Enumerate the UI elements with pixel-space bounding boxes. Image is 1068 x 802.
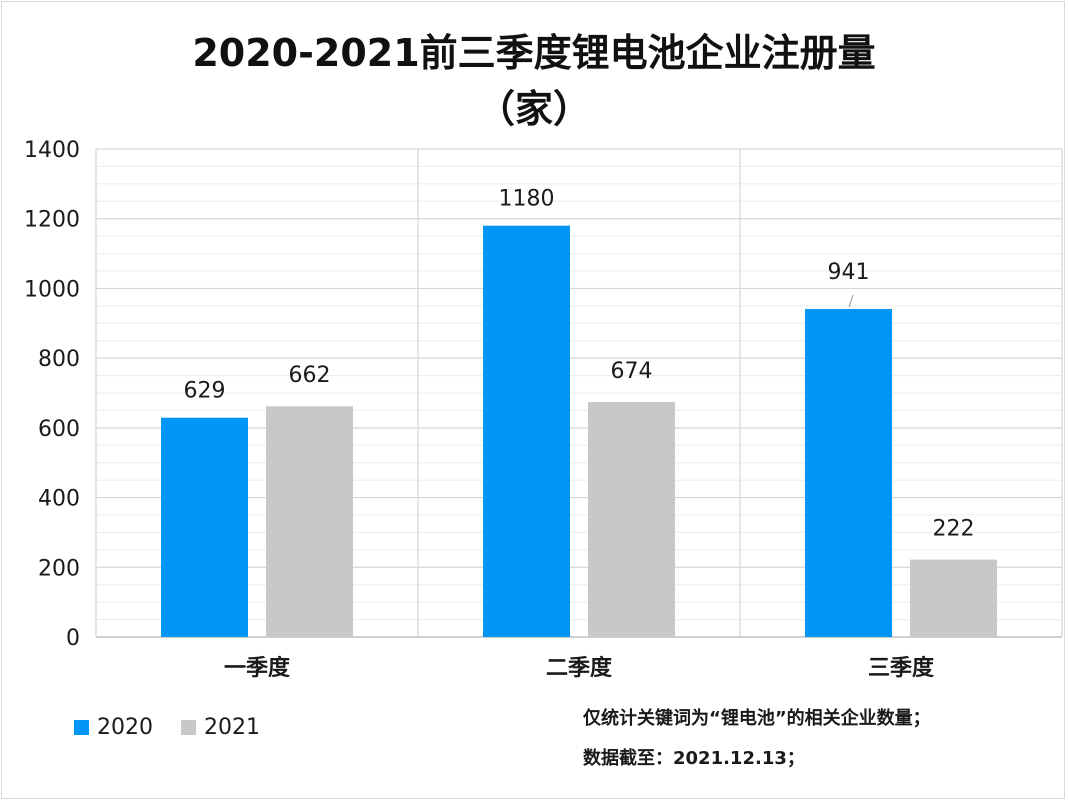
legend-item-2021: 2021	[181, 715, 260, 740]
y-tick-label: 600	[38, 417, 80, 442]
legend: 2020 2021	[74, 715, 288, 740]
y-tick-label: 1400	[24, 138, 80, 163]
y-tick-label: 200	[38, 556, 80, 581]
chart-title-line2: （家）	[476, 87, 591, 131]
x-category-label: 一季度	[224, 655, 291, 681]
legend-label-2021: 2021	[204, 715, 260, 740]
bar-2020-1	[483, 225, 570, 637]
legend-swatch-2021	[181, 720, 196, 735]
chart-title-line1: 2020-2021前三季度锂电池企业注册量	[192, 31, 876, 75]
bar-2020-2	[805, 308, 892, 637]
y-tick-label: 0	[66, 626, 80, 651]
data-label: 941	[828, 260, 870, 285]
footnote-keyword: 仅统计关键词为“锂电池”的相关企业数量；	[583, 708, 931, 729]
legend-label-2020: 2020	[97, 715, 153, 740]
y-tick-label: 400	[38, 487, 80, 512]
y-tick-label: 1200	[24, 208, 80, 233]
bar-2021-2	[910, 559, 997, 637]
data-label: 1180	[499, 187, 555, 212]
bar-2020-0	[161, 417, 248, 637]
x-category-label: 三季度	[868, 655, 935, 681]
legend-swatch-2020	[74, 720, 89, 735]
y-tick-label: 800	[38, 347, 80, 372]
footnote-date: 数据截至：2021.12.13；	[583, 748, 805, 769]
legend-item-2020: 2020	[74, 715, 153, 740]
x-category-label: 二季度	[546, 655, 613, 681]
y-tick-label: 1000	[24, 277, 80, 302]
data-label: 674	[611, 359, 653, 384]
data-label: 662	[289, 363, 331, 388]
data-label-leader	[848, 294, 854, 308]
data-label: 222	[933, 517, 975, 542]
data-label: 629	[184, 379, 226, 404]
bar-2021-0	[266, 406, 353, 637]
bar-2021-1	[588, 402, 675, 637]
